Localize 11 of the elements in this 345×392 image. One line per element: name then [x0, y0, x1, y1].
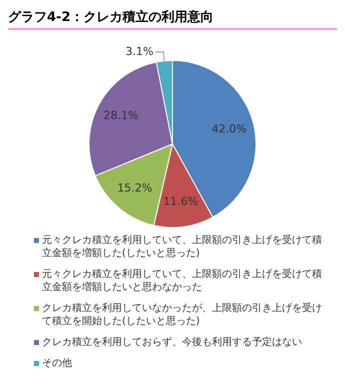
legend-label: 元々クレカ積立を利用していて、上限額の引き上げを受けて積立金額を増額したいと思わなかった [42, 268, 323, 294]
legend-label: クレカ積立を利用しておらず、今後も利用する予定はない [42, 336, 302, 349]
legend-label: その他 [42, 357, 72, 370]
data-label: 28.1% [104, 109, 138, 122]
legend-label: クレカ積立を利用していなかったが、上限額の引き上げを受けて積立を開始した(したいと思った) [42, 302, 323, 328]
data-label: 11.6% [163, 194, 198, 208]
data-label: 3.1% [126, 44, 154, 58]
data-label: 15.2% [117, 181, 152, 194]
legend-label: 元々クレカ積立を利用していて、上限額の引き上げを受けて積立金額を増額した(したいと思った) [42, 234, 323, 260]
data-label: 42.0% [212, 122, 247, 136]
chart-title: グラフ4-2：クレカ積立の利用意向 [8, 8, 337, 30]
